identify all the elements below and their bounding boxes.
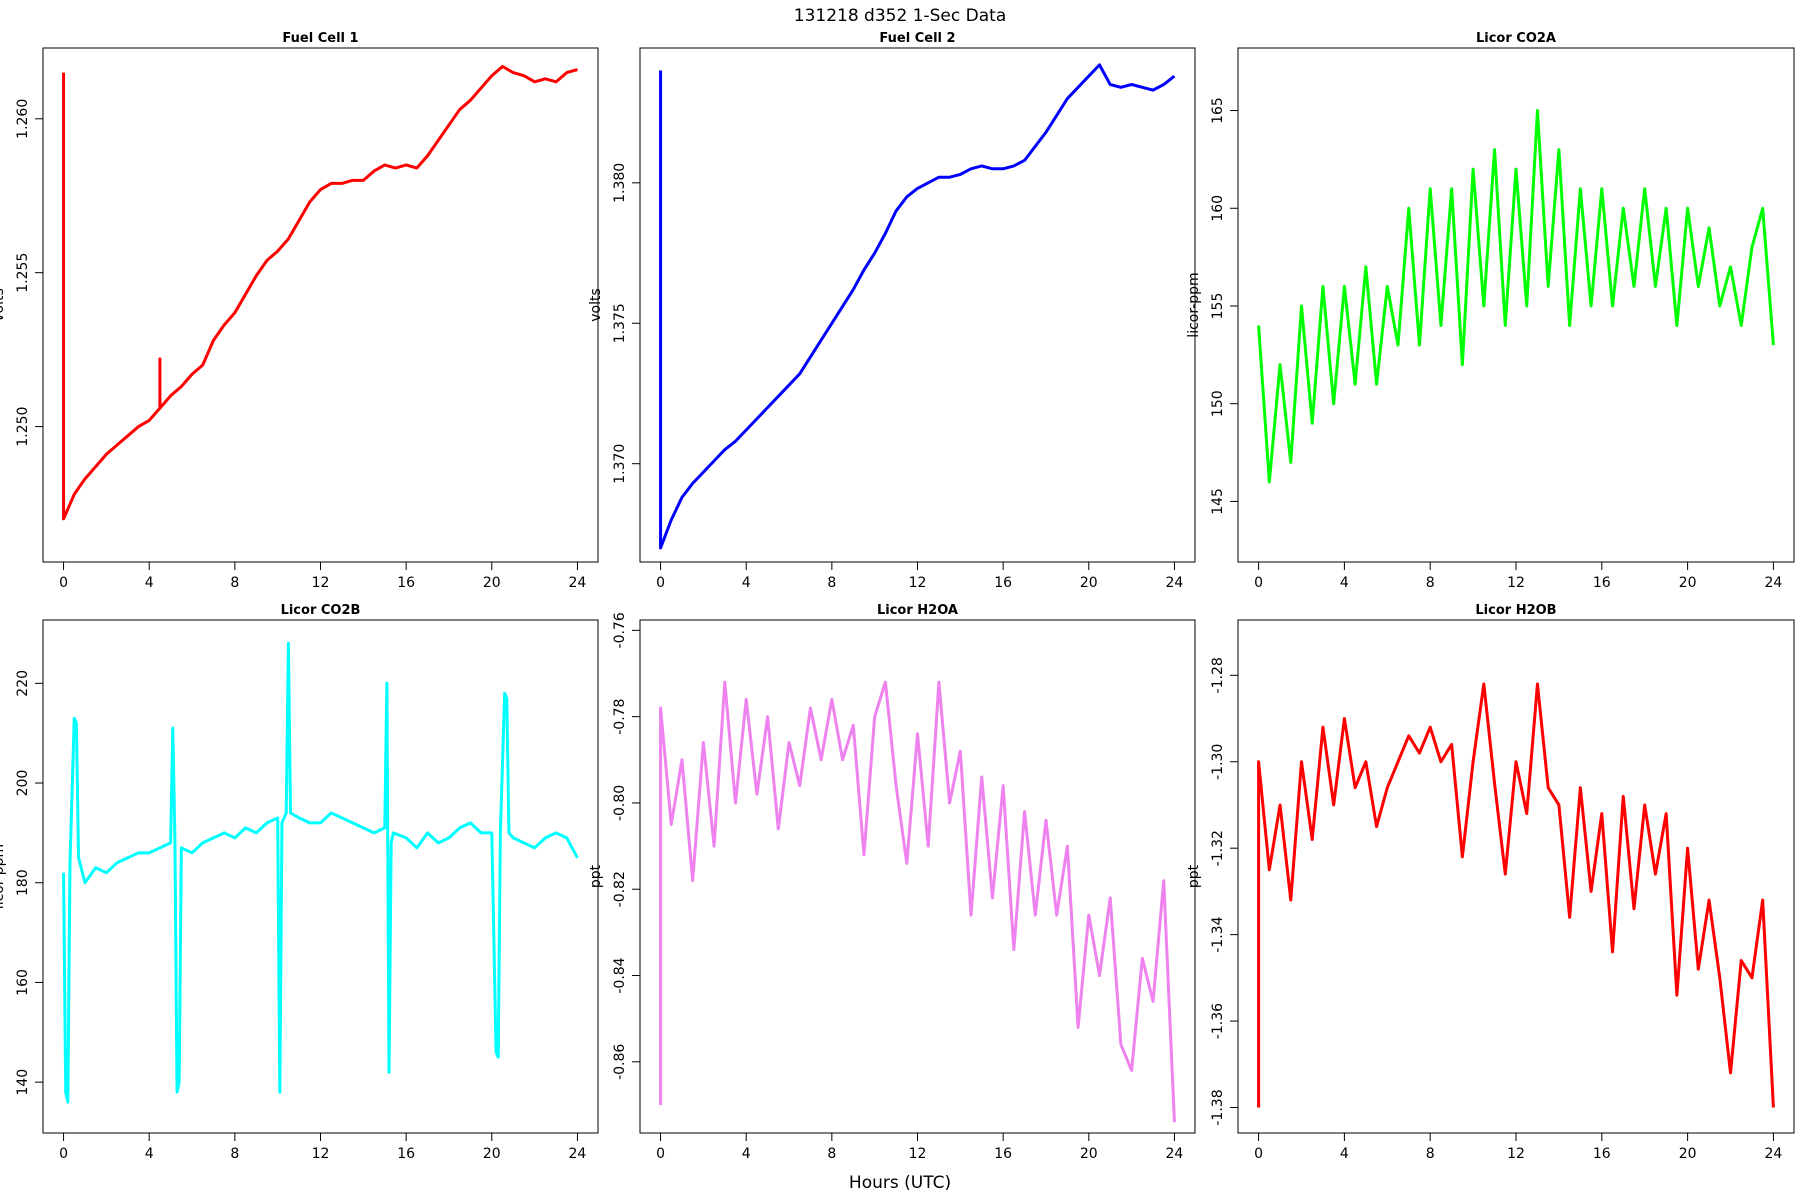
- data-line: [1257, 682, 1775, 1108]
- figure-title: 131218 d352 1-Sec Data: [794, 6, 1006, 26]
- x-tick-label: 8: [827, 575, 836, 591]
- y-tick-label: 160: [1210, 195, 1226, 222]
- x-tick-label: 0: [59, 575, 68, 591]
- x-tick-label: 20: [1080, 575, 1098, 591]
- x-tick-label: 16: [397, 575, 415, 591]
- y-tick-label: -0.78: [612, 699, 628, 735]
- y-tick-label: 1.375: [612, 303, 628, 343]
- y-tick-label: 1.370: [612, 444, 628, 484]
- data-line: [659, 680, 1176, 1123]
- x-tick-label: 20: [1080, 1146, 1098, 1162]
- panel-title: Licor H2OA: [877, 603, 958, 618]
- x-tick-label: 20: [1679, 575, 1697, 591]
- y-tick-label: 1.255: [15, 253, 31, 293]
- x-tick-label: 0: [656, 1146, 665, 1162]
- y-tick-label: -0.86: [612, 1044, 628, 1080]
- x-tick-label: 0: [1254, 575, 1263, 591]
- data-line: [1257, 109, 1775, 484]
- y-tick-label: 150: [1210, 390, 1226, 417]
- y-tick-label: 1.260: [15, 99, 31, 139]
- y-tick-label: -1.38: [1210, 1089, 1226, 1125]
- x-tick-label: 16: [994, 575, 1012, 591]
- x-tick-label: 4: [742, 1146, 751, 1162]
- y-tick-label: -0.84: [612, 957, 628, 993]
- y-tick-label: -1.28: [1210, 657, 1226, 693]
- y-tick-label: -1.34: [1210, 916, 1226, 952]
- y-tick-label: 155: [1210, 293, 1226, 320]
- x-tick-label: 24: [1764, 1146, 1782, 1162]
- x-tick-label: 4: [742, 575, 751, 591]
- data-line: [62, 64, 578, 521]
- x-tick-label: 8: [1426, 1146, 1435, 1162]
- x-tick-label: 0: [1254, 1146, 1263, 1162]
- y-tick-label: -0.76: [612, 612, 628, 648]
- x-tick-label: 4: [1340, 575, 1349, 591]
- y-axis-label: volts: [588, 288, 604, 322]
- y-tick-label: 180: [15, 869, 31, 896]
- plot-frame: [42, 47, 599, 563]
- y-tick-label: -1.30: [1210, 744, 1226, 780]
- y-tick-label: -1.36: [1210, 1003, 1226, 1039]
- x-tick-label: 12: [909, 1146, 927, 1162]
- y-tick-label: 1.380: [612, 163, 628, 203]
- x-tick-label: 24: [569, 1146, 587, 1162]
- y-axis-label: ppt: [588, 864, 604, 888]
- y-tick-label: 220: [15, 670, 31, 697]
- x-tick-label: 24: [1764, 575, 1782, 591]
- x-tick-label: 24: [569, 575, 587, 591]
- x-tick-label: 12: [1507, 1146, 1525, 1162]
- panel-title: Licor CO2B: [281, 603, 361, 618]
- x-axis-label: Hours (UTC): [849, 1173, 951, 1193]
- plot-frame: [42, 619, 599, 1134]
- y-tick-label: -0.82: [612, 871, 628, 907]
- data-line: [659, 63, 1176, 550]
- x-tick-label: 8: [827, 1146, 836, 1162]
- y-axis-label: ppt: [1186, 864, 1202, 888]
- y-tick-label: 165: [1210, 97, 1226, 124]
- x-tick-label: 16: [994, 1146, 1012, 1162]
- y-tick-label: -1.32: [1210, 830, 1226, 866]
- x-tick-label: 16: [1593, 575, 1611, 591]
- x-tick-label: 4: [145, 575, 154, 591]
- x-tick-label: 20: [483, 575, 501, 591]
- panel-title: Licor H2OB: [1475, 603, 1556, 618]
- x-tick-label: 4: [145, 1146, 154, 1162]
- x-tick-label: 20: [483, 1146, 501, 1162]
- plot-frame: [639, 47, 1196, 563]
- y-tick-label: -0.80: [612, 785, 628, 821]
- x-tick-label: 8: [230, 575, 239, 591]
- y-tick-label: 140: [15, 1069, 31, 1096]
- data-line: [62, 641, 579, 1104]
- x-tick-label: 12: [1507, 575, 1525, 591]
- x-tick-label: 8: [1426, 575, 1435, 591]
- y-tick-label: 200: [15, 770, 31, 797]
- x-tick-label: 12: [312, 575, 330, 591]
- x-tick-label: 0: [59, 1146, 68, 1162]
- x-tick-label: 24: [1166, 1146, 1184, 1162]
- x-tick-label: 8: [230, 1146, 239, 1162]
- x-tick-label: 16: [1593, 1146, 1611, 1162]
- x-tick-label: 16: [397, 1146, 415, 1162]
- x-tick-label: 4: [1340, 1146, 1349, 1162]
- y-axis-label: licor-ppm: [0, 844, 7, 909]
- panel-title: Fuel Cell 2: [879, 31, 955, 46]
- x-tick-label: 12: [909, 575, 927, 591]
- x-tick-label: 12: [312, 1146, 330, 1162]
- y-axis-label: volts: [0, 288, 7, 322]
- y-tick-label: 1.250: [15, 407, 31, 447]
- y-tick-label: 145: [1210, 488, 1226, 515]
- x-tick-label: 0: [656, 575, 665, 591]
- panel-title: Fuel Cell 1: [282, 31, 358, 46]
- panel-title: Licor CO2A: [1476, 31, 1556, 46]
- y-axis-label: licor-ppm: [1186, 272, 1202, 337]
- x-tick-label: 24: [1166, 575, 1184, 591]
- x-tick-label: 20: [1679, 1146, 1697, 1162]
- plot-frame: [1237, 619, 1795, 1134]
- y-tick-label: 160: [15, 969, 31, 996]
